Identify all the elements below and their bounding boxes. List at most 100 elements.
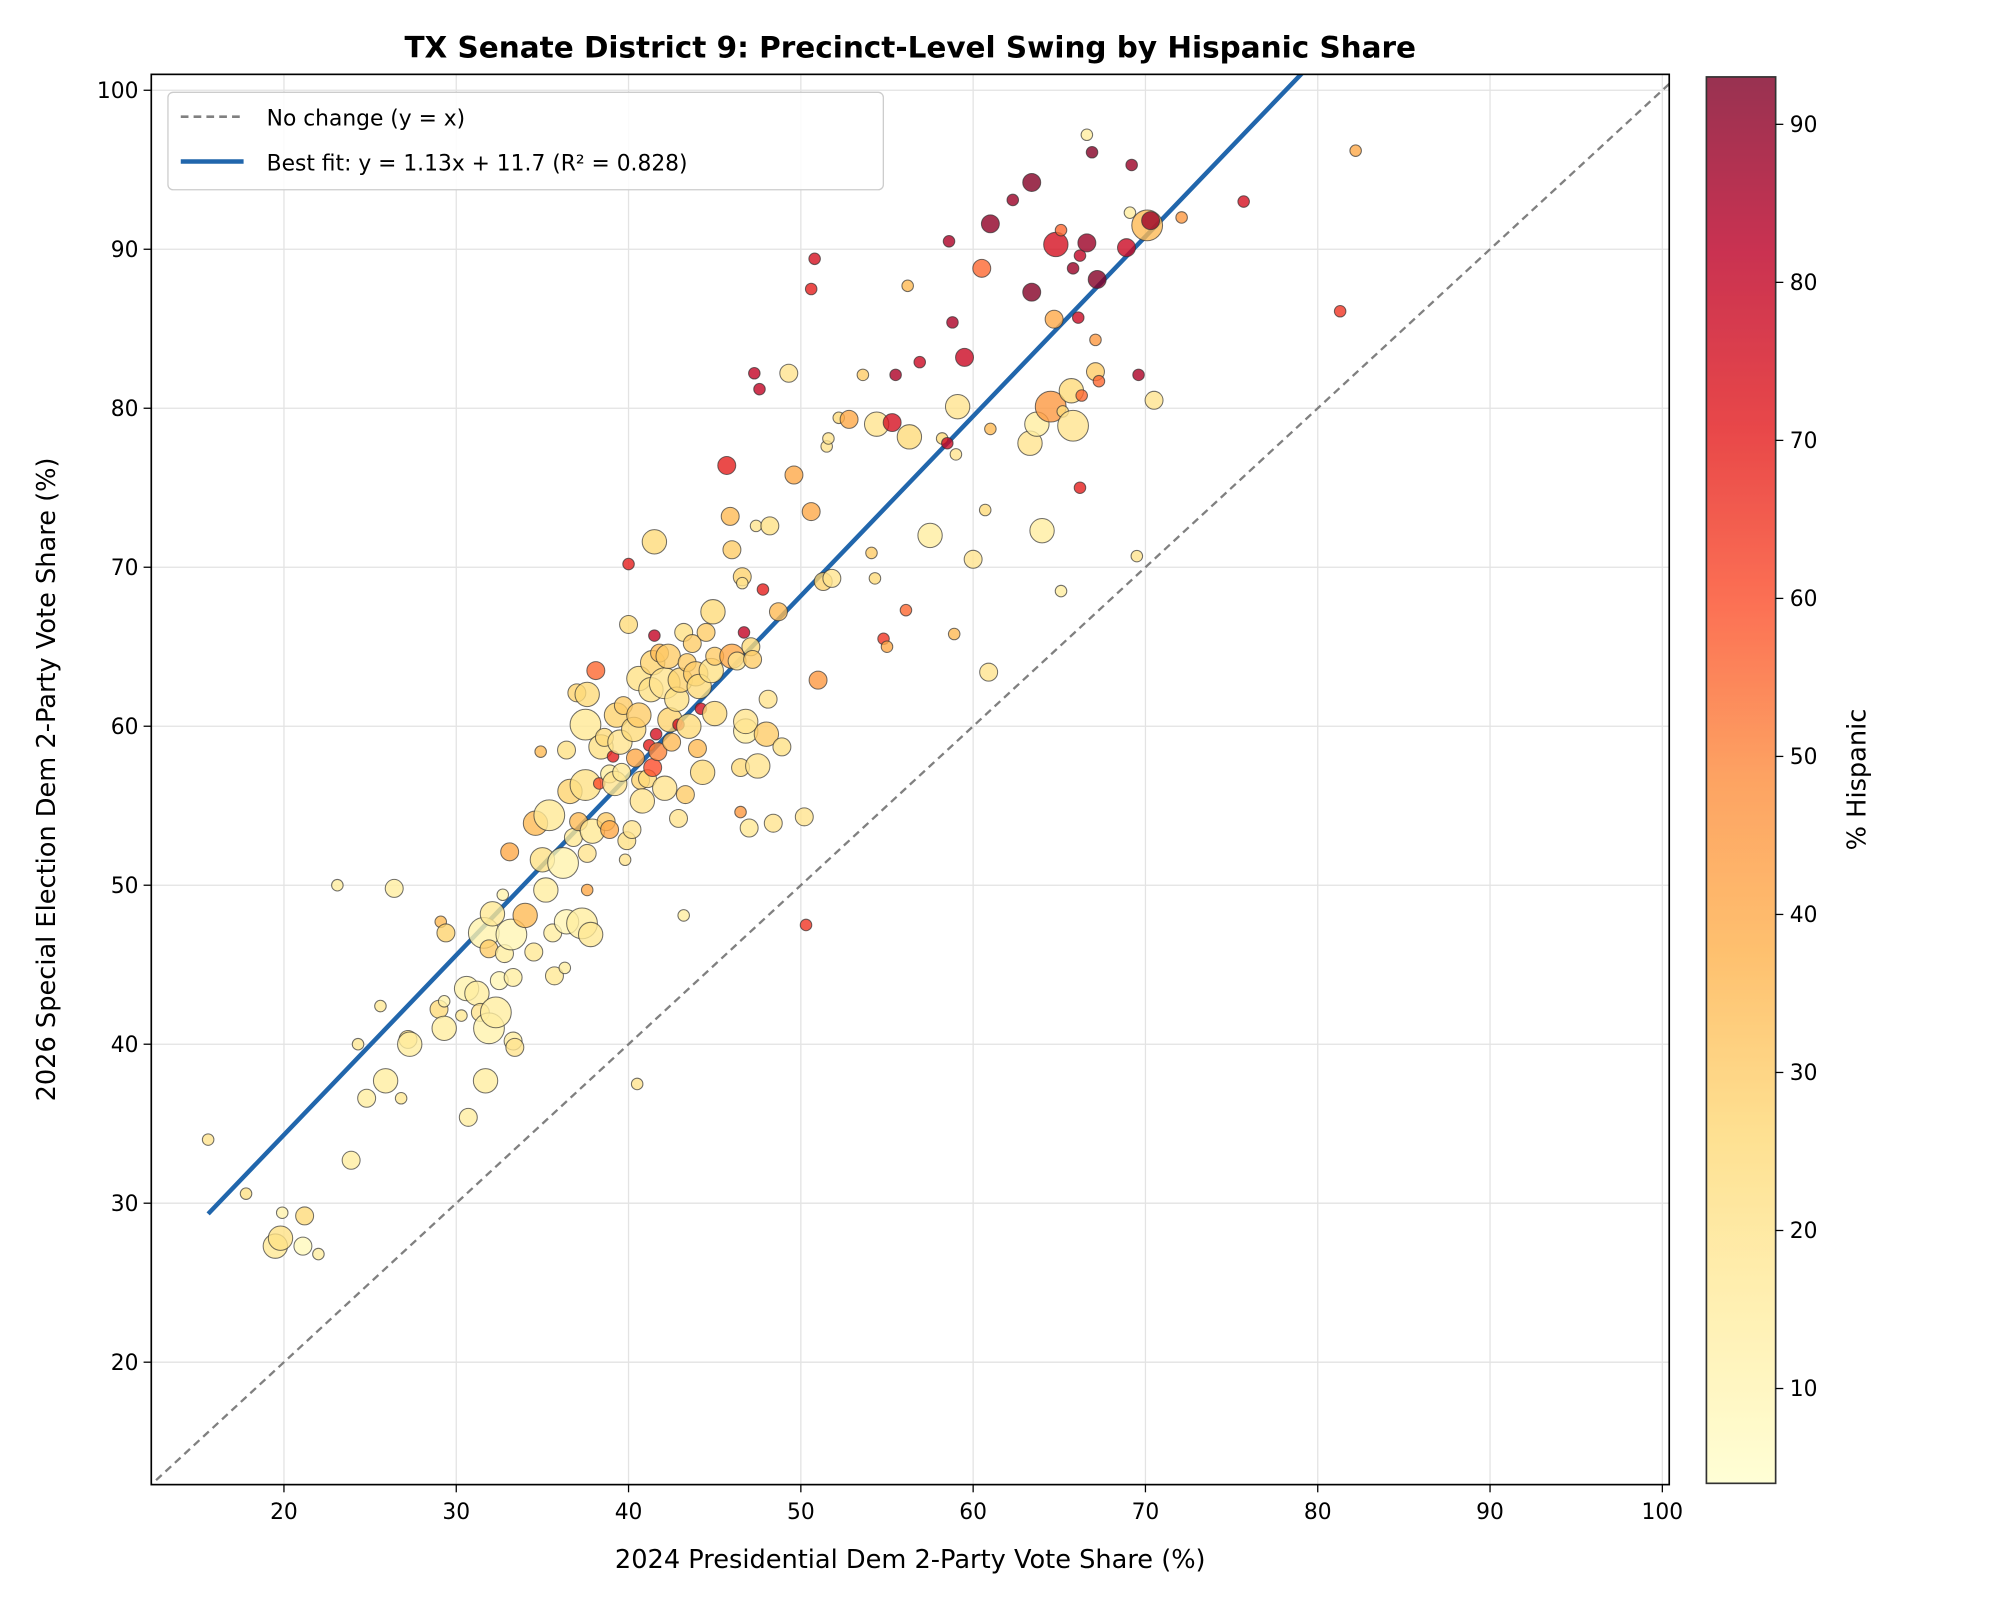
- data-point: [946, 316, 959, 329]
- data-point: [1071, 311, 1085, 324]
- data-point: [1175, 211, 1188, 224]
- colorbar-tick-label: 60: [1790, 587, 1818, 612]
- data-point: [804, 282, 818, 296]
- data-point: [941, 436, 954, 450]
- data-point: [768, 602, 788, 622]
- data-point: [1130, 549, 1144, 563]
- data-point: [972, 258, 992, 278]
- data-point: [512, 902, 538, 929]
- data-point: [505, 1037, 525, 1057]
- x-axis: 20 30 40 50 60 70 80 90 100: [270, 1484, 1683, 1525]
- data-point: [1087, 269, 1107, 289]
- data-point: [534, 745, 547, 758]
- data-point: [822, 568, 842, 588]
- scatter-points: [201, 128, 1362, 1261]
- data-point: [1144, 390, 1164, 410]
- data-point: [856, 368, 870, 382]
- x-tick-label: 30: [442, 1500, 470, 1525]
- data-point: [574, 681, 600, 708]
- data-point: [1132, 368, 1145, 382]
- data-point: [896, 424, 923, 450]
- chart-title: TX Senate District 9: Precinct-Level Swi…: [404, 31, 1416, 65]
- data-point: [331, 878, 344, 892]
- data-point: [979, 662, 999, 682]
- data-point: [569, 708, 602, 741]
- data-point: [625, 748, 645, 768]
- data-point: [293, 1236, 313, 1256]
- x-tick-label: 40: [615, 1500, 643, 1525]
- data-point: [629, 788, 656, 814]
- data-point: [649, 727, 663, 741]
- data-point: [808, 670, 828, 690]
- data-point: [899, 603, 913, 617]
- data-point: [622, 557, 635, 571]
- data-point: [1089, 333, 1102, 347]
- data-point: [865, 546, 878, 560]
- data-point: [801, 502, 821, 522]
- y-tick-label: 80: [111, 397, 139, 422]
- data-point: [1006, 193, 1020, 207]
- data-point: [533, 799, 566, 832]
- data-point: [808, 252, 821, 266]
- legend: No change (y = x) Best fit: y = 1.13x + …: [167, 91, 884, 191]
- data-point: [619, 614, 639, 634]
- data-point: [479, 996, 512, 1029]
- data-point: [431, 1015, 457, 1042]
- data-point: [889, 368, 902, 382]
- data-point: [496, 888, 510, 902]
- colorbar-tick-label: 10: [1790, 1377, 1818, 1402]
- data-point: [745, 753, 771, 779]
- y-tick-label: 70: [111, 556, 139, 581]
- data-point: [239, 1187, 253, 1200]
- data-point: [557, 740, 577, 760]
- data-point: [544, 966, 564, 986]
- data-point: [794, 807, 814, 827]
- data-point: [722, 540, 742, 560]
- data-point: [1080, 128, 1094, 142]
- data-point: [618, 853, 632, 867]
- data-point: [675, 785, 695, 805]
- data-point: [753, 721, 780, 747]
- data-point: [600, 820, 620, 840]
- data-point: [1073, 481, 1087, 495]
- data-point: [753, 382, 766, 396]
- data-point: [700, 599, 726, 625]
- data-point: [1044, 309, 1064, 329]
- data-point: [702, 700, 728, 727]
- data-point: [495, 918, 528, 951]
- colorbar-tick-label: 30: [1790, 1061, 1818, 1086]
- data-point: [735, 576, 749, 590]
- x-tick-label: 20: [270, 1500, 298, 1525]
- data-point: [739, 818, 759, 838]
- colorbar-tick-label: 50: [1790, 745, 1818, 770]
- colorbar-label: % Hispanic: [1842, 709, 1872, 851]
- data-point: [901, 279, 914, 293]
- data-point: [479, 901, 506, 927]
- data-point: [201, 1133, 215, 1146]
- data-point: [384, 878, 404, 898]
- data-point: [1022, 172, 1042, 192]
- data-point: [756, 583, 770, 596]
- x-tick-label: 90: [1476, 1500, 1504, 1525]
- data-point: [696, 622, 716, 642]
- data-point: [648, 629, 661, 642]
- data-point: [1054, 223, 1068, 237]
- y-axis: 20 30 40 50 60 70 80 90 100: [97, 79, 152, 1376]
- data-point: [372, 1068, 399, 1094]
- data-point: [1123, 206, 1137, 219]
- data-point: [1125, 158, 1138, 172]
- data-point: [295, 1206, 315, 1226]
- data-point: [577, 843, 597, 863]
- data-point: [822, 432, 835, 445]
- data-point: [267, 1225, 294, 1251]
- data-point: [275, 1206, 289, 1220]
- data-point: [437, 994, 451, 1008]
- data-point: [720, 506, 740, 526]
- data-point: [880, 640, 894, 654]
- data-point: [580, 883, 594, 897]
- data-point: [963, 549, 983, 569]
- x-axis-label: 2024 Presidential Dem 2-Party Vote Share…: [615, 1545, 1206, 1575]
- colorbar-gradient: [1705, 76, 1777, 1485]
- data-point: [676, 713, 702, 739]
- data-point: [1333, 304, 1347, 318]
